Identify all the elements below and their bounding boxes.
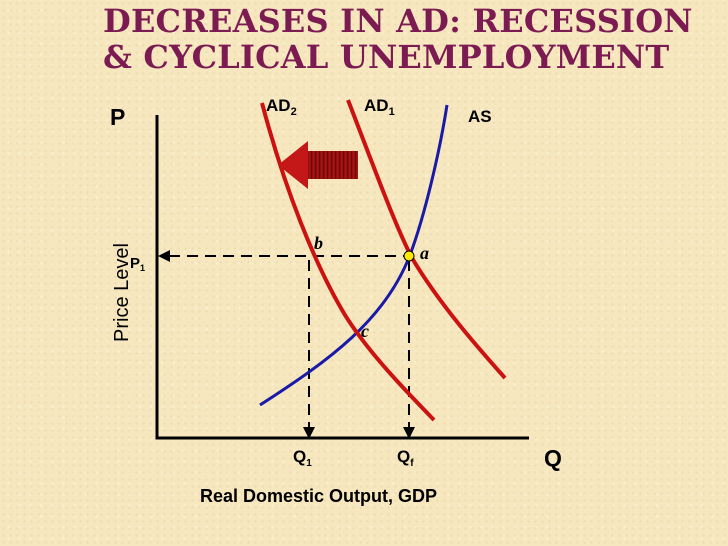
ad1-curve: [346, 99, 507, 380]
p1-guide-arrowhead: [158, 250, 170, 262]
point-label-c: c: [361, 321, 369, 341]
ad2-curve: [260, 102, 436, 422]
q1-label: Q1: [293, 447, 312, 469]
y-axis-symbol: P: [110, 104, 125, 130]
ad2-label: AD2: [266, 96, 297, 118]
point-label-b: b: [314, 233, 323, 253]
title-line-2: & CYCLICAL UNEMPLOYMENT: [103, 38, 670, 76]
equilibrium-point-a: [403, 250, 415, 262]
x-axis-symbol: Q: [544, 445, 562, 471]
qf-label: Qf: [397, 447, 414, 469]
point-label-a: a: [420, 243, 429, 263]
title-line-1: DECREASES IN AD: RECESSION: [103, 2, 693, 40]
ad1-label: AD1: [364, 96, 395, 118]
x-axis-label: Real Domestic Output, GDP: [200, 486, 437, 506]
y-axis-label: Price Level: [111, 243, 133, 342]
slide-title: DECREASES IN AD: RECESSION & CYCLICAL UN…: [103, 3, 723, 75]
q1-guide-arrowhead: [303, 427, 315, 439]
qf-guide-arrowhead: [403, 427, 415, 439]
as-label: AS: [468, 107, 492, 126]
p1-label: P1: [130, 255, 145, 273]
leftward-shift-arrow: [278, 141, 358, 189]
